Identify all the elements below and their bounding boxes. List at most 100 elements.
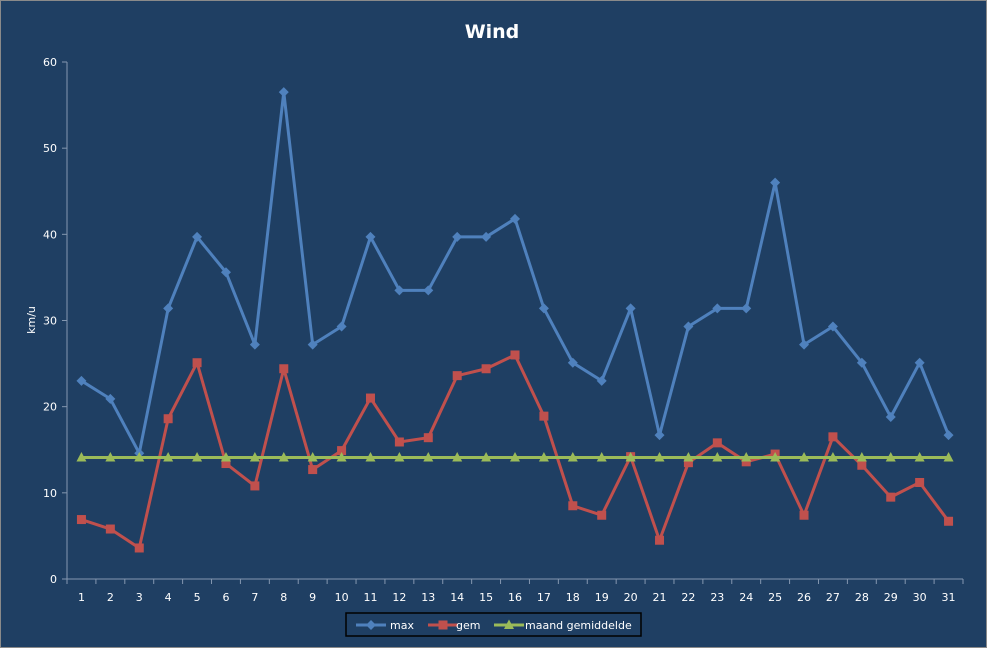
series-line-gem [80, 353, 950, 550]
data-point-maand-gemiddelde [394, 452, 405, 462]
data-point-max [943, 430, 954, 441]
data-point-gem [683, 458, 693, 468]
y-tick-label: 10 [43, 487, 57, 500]
data-point-max [567, 357, 578, 368]
data-point-maand-gemiddelde [914, 452, 925, 462]
y-tick-label: 40 [43, 228, 57, 241]
legend-marker-max [366, 620, 376, 630]
data-point-gem [308, 465, 318, 475]
data-point-max [192, 231, 203, 242]
data-point-maand-gemiddelde [307, 452, 318, 462]
data-point-maand-gemiddelde [105, 452, 116, 462]
x-tick-label: 11 [363, 591, 377, 604]
x-tick-label: 15 [479, 591, 493, 604]
x-tick-label: 13 [421, 591, 435, 604]
data-point-max [538, 303, 549, 314]
series-gem [76, 350, 954, 553]
x-tick-label: 16 [508, 591, 522, 604]
data-point-gem [423, 433, 433, 443]
data-point-maand-gemiddelde [134, 452, 145, 462]
data-point-maand-gemiddelde [336, 452, 347, 462]
series-max [76, 87, 954, 459]
data-point-maand-gemiddelde [799, 452, 810, 462]
data-point-max [712, 303, 723, 314]
y-tick-label: 50 [43, 142, 57, 155]
data-point-max [278, 87, 289, 98]
data-point-max [220, 267, 231, 278]
x-tick-label: 8 [280, 591, 287, 604]
data-point-maand-gemiddelde [423, 452, 434, 462]
x-tick-label: 31 [942, 591, 956, 604]
x-tick-label: 3 [136, 591, 143, 604]
x-tick-label: 20 [624, 591, 638, 604]
data-point-max [76, 375, 87, 386]
data-point-gem [105, 524, 115, 534]
data-point-max [596, 375, 607, 386]
x-tick-label: 6 [222, 591, 229, 604]
data-point-gem [481, 364, 491, 374]
data-point-gem [539, 411, 549, 421]
x-tick-label: 2 [107, 591, 114, 604]
x-tick-label: 27 [826, 591, 840, 604]
x-tick-label: 4 [165, 591, 172, 604]
x-tick-label: 30 [913, 591, 927, 604]
data-point-maand-gemiddelde [770, 452, 781, 462]
legend-label-max: max [390, 619, 414, 632]
data-point-max [654, 430, 665, 441]
data-point-maand-gemiddelde [567, 452, 578, 462]
x-tick-label: 29 [884, 591, 898, 604]
data-point-gem [394, 437, 404, 447]
data-point-gem [76, 515, 86, 525]
data-point-gem [799, 510, 809, 520]
chart-title: Wind [465, 21, 520, 43]
series-line-max [80, 90, 950, 455]
x-tick-label: 18 [566, 591, 580, 604]
data-point-max [510, 213, 520, 224]
x-tick-label: 22 [681, 591, 695, 604]
data-point-maand-gemiddelde [712, 452, 723, 462]
data-point-max [914, 357, 925, 368]
data-point-maand-gemiddelde [192, 452, 203, 462]
data-point-maand-gemiddelde [943, 452, 954, 462]
y-tick-label: 20 [43, 401, 57, 414]
data-point-maand-gemiddelde [163, 452, 174, 462]
data-point-gem [712, 438, 722, 448]
data-point-max [394, 285, 405, 296]
data-point-maand-gemiddelde [452, 452, 463, 462]
data-point-max [770, 177, 781, 188]
data-point-maand-gemiddelde [278, 452, 289, 462]
x-tick-label: 23 [710, 591, 724, 604]
data-point-gem [337, 446, 347, 456]
x-tick-label: 10 [335, 591, 349, 604]
x-tick-label: 5 [194, 591, 201, 604]
data-point-gem [250, 481, 260, 491]
data-point-maand-gemiddelde [683, 452, 694, 462]
data-point-maand-gemiddelde [538, 452, 549, 462]
data-point-gem [510, 350, 520, 360]
data-point-gem [452, 371, 462, 381]
x-tick-label: 25 [768, 591, 782, 604]
data-point-max [105, 393, 116, 404]
data-point-max [307, 339, 318, 350]
data-point-gem [857, 460, 867, 470]
legend-label-maand-gemiddelde: maand gemiddelde [525, 619, 632, 632]
data-point-gem [915, 477, 925, 487]
x-tick-label: 14 [450, 591, 464, 604]
data-point-gem [944, 516, 954, 526]
data-point-max [481, 231, 492, 242]
data-point-maand-gemiddelde [249, 452, 260, 462]
y-tick-label: 0 [50, 573, 57, 586]
data-point-max [741, 303, 752, 314]
data-point-maand-gemiddelde [510, 452, 520, 462]
data-point-max [799, 339, 810, 350]
data-point-gem [163, 414, 173, 424]
y-axis-label: km/u [25, 306, 38, 334]
data-point-maand-gemiddelde [365, 452, 376, 462]
x-tick-label: 28 [855, 591, 869, 604]
data-point-gem [597, 510, 607, 520]
data-point-max [885, 412, 896, 423]
x-tick-label: 1 [78, 591, 85, 604]
legend-label-gem: gem [456, 619, 480, 632]
